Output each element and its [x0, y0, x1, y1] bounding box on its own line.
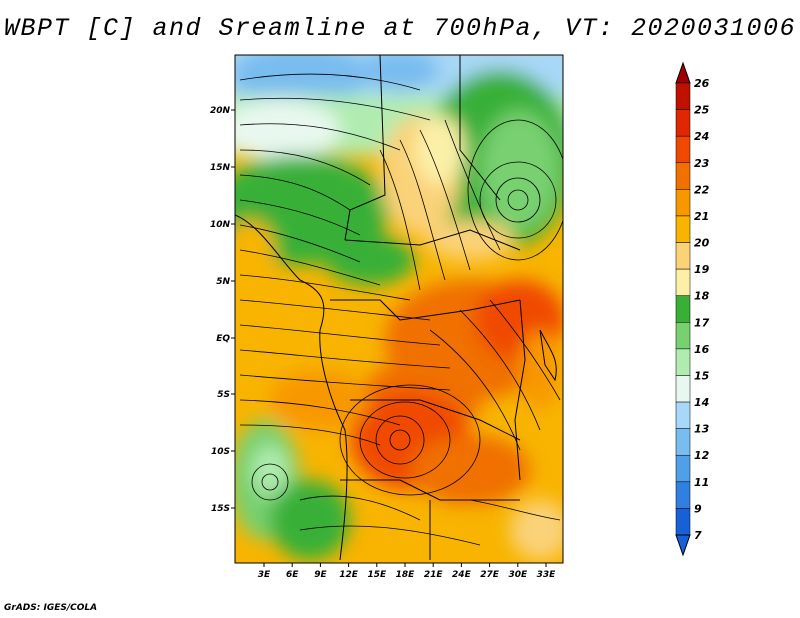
lat-label: 15N	[210, 163, 231, 173]
lon-label: 6E	[286, 570, 299, 580]
lon-label: 18E	[396, 570, 416, 580]
colorbar-label: 12	[694, 449, 710, 462]
country-borders	[235, 55, 557, 561]
colorbar-label: 24	[694, 130, 709, 143]
colorbar-bottom-arrow	[675, 534, 691, 557]
colorbar-label: 19	[694, 263, 710, 276]
colorbar-label: 21	[694, 210, 709, 223]
lon-label: 12E	[339, 570, 359, 580]
lon-label: 21E	[424, 570, 444, 580]
colorbar-swatch	[675, 375, 691, 403]
colorbar-swatch	[675, 242, 691, 270]
colorbar-swatch	[675, 109, 691, 137]
lon-label: 33E	[537, 570, 557, 580]
lat-label: 5S	[217, 390, 230, 400]
colorbar: 26 25 24 23 22 21 20 19 18 17 16 15 14 13 12 11 9 7	[675, 61, 710, 557]
colorbar-label: 25	[694, 104, 710, 117]
lat-label: EQ	[216, 334, 230, 344]
colorbar-label: 7	[694, 529, 702, 542]
map-frame	[234, 54, 564, 564]
footer-credit: GrADS: IGES/COLA	[4, 603, 98, 613]
colorbar-label: 17	[694, 316, 710, 329]
streamlines	[239, 73, 563, 546]
lon-label: 27E	[480, 570, 500, 580]
colorbar-swatch	[675, 135, 691, 164]
colorbar-swatch	[675, 82, 691, 110]
colorbar-swatch	[675, 162, 691, 190]
lon-label: 9E	[314, 570, 327, 580]
lat-axis: 20N 15N 10N 5N EQ 5S 10S 15S	[210, 106, 235, 514]
map-title: WBPT [C] and Sreamline at 700hPa, VT: 20…	[3, 14, 797, 43]
colorbar-swatch	[675, 215, 691, 243]
lat-label: 5N	[216, 277, 230, 287]
lat-label: 15S	[211, 504, 230, 514]
colorbar-label: 23	[694, 157, 710, 170]
colorbar-swatch	[675, 481, 691, 509]
colorbar-label: 9	[694, 502, 702, 515]
colorbar-swatch	[675, 348, 691, 376]
colorbar-label: 15	[694, 369, 710, 382]
colorbar-label: 20	[694, 237, 710, 250]
colorbar-label: 13	[694, 423, 710, 436]
colorbar-swatch	[675, 508, 691, 536]
colorbar-label: 18	[694, 290, 710, 303]
colorbar-swatch	[675, 189, 691, 217]
lon-label: 3E	[258, 570, 271, 580]
colorbar-swatch	[675, 268, 691, 296]
colorbar-swatch	[675, 454, 691, 483]
colorbar-swatch	[675, 295, 691, 323]
lon-label: 24E	[452, 570, 472, 580]
lon-label: 15E	[367, 570, 387, 580]
colorbar-label: 11	[694, 476, 709, 489]
lat-label: 10S	[211, 447, 230, 457]
lat-label: 20N	[210, 106, 231, 116]
colorbar-top-arrow	[675, 61, 691, 84]
colorbar-label: 22	[694, 183, 710, 196]
colorbar-label: 26	[694, 77, 710, 90]
lat-label: 10N	[210, 220, 231, 230]
lon-label: 30E	[508, 570, 528, 580]
wbpt-field	[235, 55, 563, 563]
lon-axis: 3E 6E 9E 12E 15E 18E 21E 24E 27E 30E 33E	[258, 563, 556, 580]
colorbar-label: 16	[694, 343, 710, 356]
colorbar-swatch	[675, 401, 691, 429]
colorbar-swatch	[675, 428, 691, 456]
colorbar-swatch	[675, 322, 691, 350]
colorbar-label: 14	[694, 396, 709, 409]
